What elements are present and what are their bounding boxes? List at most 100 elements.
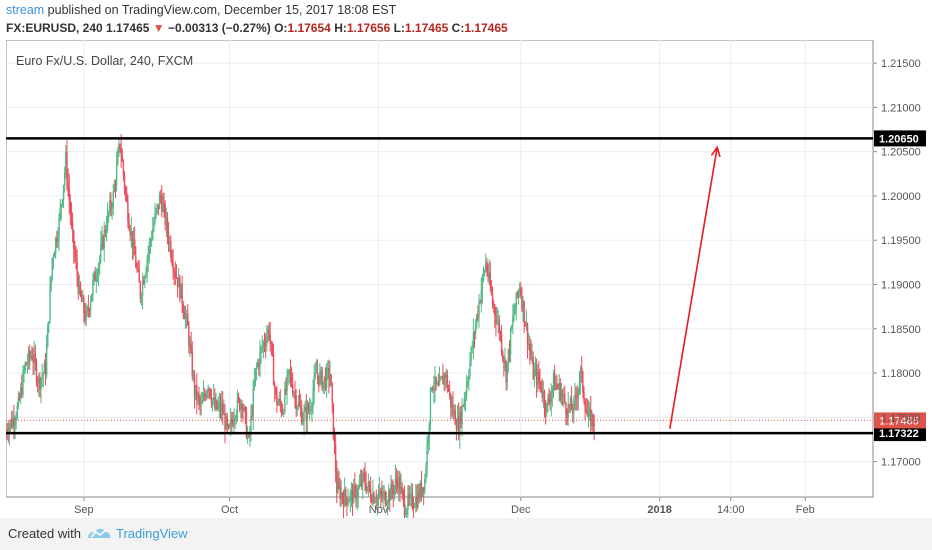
candle-body xyxy=(236,397,239,415)
candle-body xyxy=(91,293,93,302)
candle-body xyxy=(244,407,247,413)
candle-body xyxy=(293,393,295,395)
candle-body xyxy=(271,343,274,355)
candle-body xyxy=(197,394,199,401)
candle-body xyxy=(228,424,231,427)
candle-body xyxy=(168,241,171,244)
candle-body xyxy=(577,388,580,399)
candle-body xyxy=(229,419,232,425)
candle-body xyxy=(456,416,459,430)
candle-body xyxy=(175,276,178,278)
candle-body xyxy=(148,242,151,253)
level-tag-label: 1.20650 xyxy=(879,133,919,145)
candle-body xyxy=(234,418,236,421)
candle-body xyxy=(400,487,402,494)
candle-body xyxy=(51,258,53,277)
candle-body xyxy=(565,402,567,414)
candle-body xyxy=(227,425,230,427)
candle-body xyxy=(76,261,78,277)
candle-body xyxy=(327,368,329,369)
candle-body xyxy=(152,229,154,240)
projection-arrow[interactable] xyxy=(669,147,718,429)
candle-body xyxy=(259,351,261,367)
candle-body xyxy=(301,408,303,424)
candle-body xyxy=(489,272,492,288)
candle-body xyxy=(442,376,444,385)
candle-body xyxy=(101,237,103,245)
candle-body xyxy=(534,368,537,371)
candle-body xyxy=(384,491,387,505)
candle-body xyxy=(145,271,147,277)
candle-body xyxy=(112,191,114,208)
candle-body xyxy=(162,203,164,212)
candle-body xyxy=(258,362,260,367)
candle-body xyxy=(532,357,534,380)
candle-body xyxy=(294,393,296,395)
footer-bar: Created with TradingView xyxy=(0,518,932,550)
candle-body xyxy=(27,350,30,364)
candle-body xyxy=(141,280,144,297)
candle-body xyxy=(240,403,242,410)
candle-body xyxy=(174,271,177,277)
candle-body xyxy=(393,486,396,495)
candle-body xyxy=(88,309,91,311)
candle-body xyxy=(245,412,248,438)
candle-body xyxy=(232,422,234,426)
author-link[interactable]: stream xyxy=(6,3,45,17)
candle-body xyxy=(17,397,20,406)
down-arrow-icon: ▼ xyxy=(152,21,165,35)
candle-body xyxy=(368,481,371,489)
tradingview-logo-icon[interactable] xyxy=(86,525,112,546)
candle-body xyxy=(389,490,391,501)
candle-body xyxy=(481,276,484,291)
candle-body xyxy=(480,290,482,303)
quote-bar: FX:EURUSD, 240 1.17465 ▼ −0.00313 (−0.27… xyxy=(6,20,508,36)
candle-body xyxy=(505,361,507,383)
candle-body xyxy=(190,344,192,351)
candle-body xyxy=(434,376,436,390)
candle-body xyxy=(535,368,538,385)
candle-body xyxy=(472,332,475,348)
candle-body xyxy=(262,342,265,347)
tradingview-link[interactable]: TradingView xyxy=(116,526,188,541)
candle-body xyxy=(483,270,486,273)
candle-body xyxy=(437,383,440,386)
candle-body xyxy=(120,147,122,157)
candle-body xyxy=(5,429,7,431)
candle-body xyxy=(16,405,18,418)
candle-body xyxy=(205,395,207,398)
candle-body xyxy=(548,399,550,402)
candle-body xyxy=(260,347,262,352)
candle-body xyxy=(588,408,591,410)
candle-body xyxy=(52,257,55,259)
candle-body xyxy=(402,491,405,497)
candle-body xyxy=(432,388,434,391)
candle-body xyxy=(203,394,206,396)
candle-body xyxy=(122,161,125,175)
candle-body xyxy=(10,420,13,427)
candle-body xyxy=(281,412,284,414)
candle-body xyxy=(450,393,452,408)
candle-body xyxy=(224,413,226,430)
candle-body xyxy=(243,407,245,410)
candle-body xyxy=(172,262,174,271)
candle-body xyxy=(559,382,561,400)
candle-body xyxy=(22,372,24,395)
y-tick-label: 1.21500 xyxy=(881,58,921,70)
candle-body xyxy=(383,491,385,494)
candle-body xyxy=(222,403,224,415)
candle-body xyxy=(166,217,169,234)
candle-body xyxy=(382,493,384,498)
candle-body xyxy=(342,498,345,507)
candle-body xyxy=(115,164,118,186)
candle-body xyxy=(387,490,390,503)
candle-body xyxy=(338,481,340,487)
candle-body xyxy=(41,376,43,379)
candle-body xyxy=(491,293,494,304)
candle-body xyxy=(173,270,175,272)
candle-body xyxy=(526,323,529,345)
candle-body xyxy=(261,346,263,348)
candle-body xyxy=(593,423,595,427)
candle-body xyxy=(123,174,126,188)
